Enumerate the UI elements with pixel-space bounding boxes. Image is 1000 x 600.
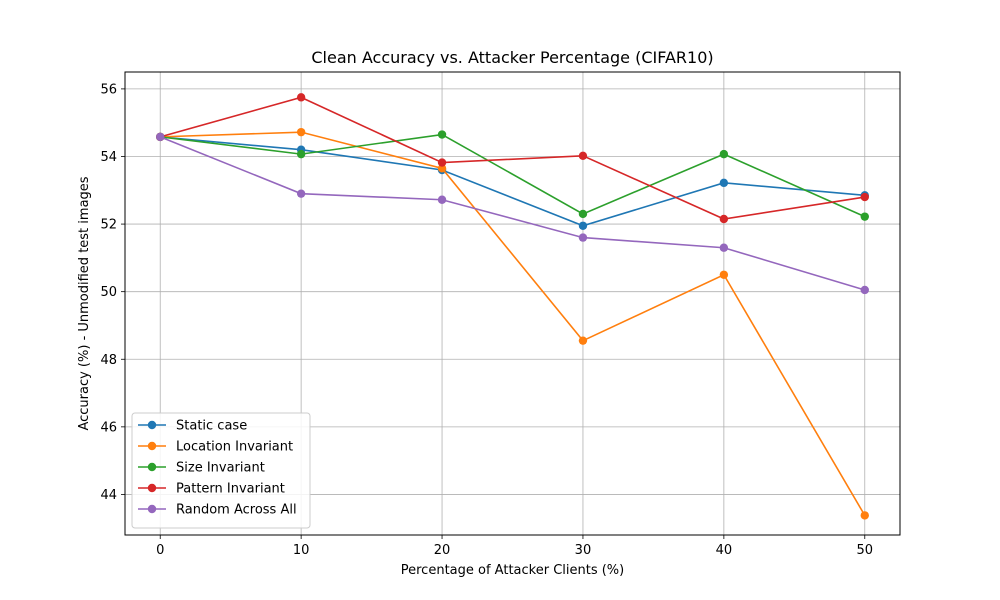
data-point xyxy=(296,189,306,198)
data-point xyxy=(578,221,588,230)
series-line xyxy=(160,131,866,516)
data-point xyxy=(719,214,729,224)
chart-title: Clean Accuracy vs. Attacker Percentage (… xyxy=(311,48,713,67)
y-tick-label: 44 xyxy=(100,488,117,503)
series-size-invariant xyxy=(156,130,869,221)
x-tick-label: 10 xyxy=(293,543,310,558)
data-point xyxy=(437,158,447,167)
data-point xyxy=(437,130,447,139)
data-point xyxy=(860,285,869,295)
y-tick-label: 52 xyxy=(100,218,117,233)
y-tick-label: 50 xyxy=(100,285,117,300)
data-point xyxy=(860,212,869,221)
data-point xyxy=(860,511,869,520)
data-point xyxy=(437,195,447,204)
legend-marker xyxy=(147,441,157,451)
y-tick-label: 54 xyxy=(100,150,117,165)
legend-item: Random Across All xyxy=(138,503,297,518)
legend-marker xyxy=(147,483,157,493)
series-random-across-all xyxy=(156,132,869,295)
y-tick-label: 48 xyxy=(100,353,117,368)
x-tick-label: 20 xyxy=(434,543,451,558)
x-tick-label: 0 xyxy=(156,543,164,558)
legend-item: Static case xyxy=(138,419,247,434)
x-axis: 0 10 20 30 40 50 xyxy=(156,535,873,558)
data-point xyxy=(578,336,588,345)
y-tick-label: 56 xyxy=(100,82,117,97)
data-point xyxy=(719,243,729,252)
plot-frame xyxy=(124,71,901,536)
y-axis-label: Accuracy (%) - Unmodified test images xyxy=(77,176,92,430)
data-point xyxy=(156,132,165,142)
legend-marker xyxy=(147,420,157,430)
legend-item: Location Invariant xyxy=(138,440,293,455)
data-point xyxy=(719,270,729,279)
legend-marker xyxy=(147,462,157,472)
data-point xyxy=(296,93,306,102)
data-point xyxy=(719,149,729,159)
x-tick-label: 50 xyxy=(856,543,873,558)
data-point xyxy=(578,209,588,219)
series-line xyxy=(159,136,866,291)
y-tick-label: 46 xyxy=(100,420,117,435)
y-axis: 44 46 48 50 52 54 56 xyxy=(100,82,125,503)
data-point xyxy=(860,192,869,202)
series-group xyxy=(156,93,869,520)
data-point xyxy=(719,178,729,188)
legend-label: Pattern Invariant xyxy=(176,482,285,497)
legend-marker xyxy=(147,504,157,514)
data-point xyxy=(578,233,588,242)
legend-frame xyxy=(131,412,311,529)
data-point xyxy=(296,127,306,137)
series-line xyxy=(160,133,866,218)
legend-label: Location Invariant xyxy=(176,440,293,455)
legend: Static case Location Invariant Size Invari… xyxy=(131,412,311,529)
x-tick-label: 30 xyxy=(575,543,592,558)
x-axis-label: Percentage of Attacker Clients (%) xyxy=(401,563,624,578)
data-point xyxy=(437,164,447,173)
legend-label: Size Invariant xyxy=(176,461,265,476)
legend-label: Random Across All xyxy=(176,503,297,518)
data-point xyxy=(578,151,588,161)
x-tick-label: 40 xyxy=(716,543,733,558)
data-point xyxy=(296,149,306,159)
series-line xyxy=(160,96,865,220)
legend-label: Static case xyxy=(176,419,247,434)
legend-item: Pattern Invariant xyxy=(138,482,285,497)
legend-item: Size Invariant xyxy=(138,461,265,476)
series-line xyxy=(160,136,865,227)
